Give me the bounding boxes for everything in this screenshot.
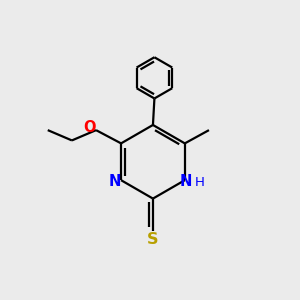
Text: O: O <box>83 120 96 135</box>
Text: H: H <box>195 176 205 189</box>
Text: N: N <box>180 174 193 189</box>
Text: S: S <box>147 232 159 247</box>
Text: N: N <box>108 174 121 189</box>
